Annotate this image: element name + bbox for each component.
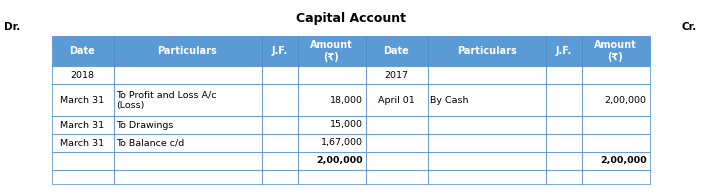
Text: Particulars: Particulars [456,46,517,56]
Text: J.F.: J.F. [271,46,287,56]
Bar [261,134,297,152]
Bar [428,170,545,184]
Text: Amount
(₹): Amount (₹) [310,40,353,62]
Bar [297,36,365,66]
Bar [582,116,650,134]
Bar [114,152,261,170]
Bar [51,84,114,116]
Bar [297,84,365,116]
Bar [114,116,261,134]
Text: 2,00,000: 2,00,000 [316,156,362,165]
Text: March 31: March 31 [60,95,104,104]
Text: Dr.: Dr. [4,22,20,32]
Bar [365,152,428,170]
Bar [545,36,582,66]
Text: Particulars: Particulars [158,46,217,56]
Bar [545,116,582,134]
Bar [365,66,428,84]
Bar [582,84,650,116]
Bar [545,134,582,152]
Bar [365,170,428,184]
Bar [51,152,114,170]
Bar [428,36,545,66]
Bar [428,66,545,84]
Bar [365,84,428,116]
Bar [545,152,582,170]
Text: To Balance c/d: To Balance c/d [116,139,185,148]
Bar [114,170,261,184]
Bar [297,152,365,170]
Text: March 31: March 31 [60,139,104,148]
Bar [51,36,114,66]
Text: Amount
(₹): Amount (₹) [594,40,637,62]
Bar [114,134,261,152]
Text: 2,00,000: 2,00,000 [604,95,646,104]
Bar [114,84,261,116]
Text: 15,000: 15,000 [329,121,362,130]
Bar [545,170,582,184]
Text: To Profit and Loss A/c
(Loss): To Profit and Loss A/c (Loss) [116,91,217,110]
Bar [51,134,114,152]
Bar [545,66,582,84]
Bar [261,84,297,116]
Bar [582,170,650,184]
Bar [582,66,650,84]
Bar [582,36,650,66]
Text: To Drawings: To Drawings [116,121,174,130]
Bar [428,152,545,170]
Bar [297,66,365,84]
Bar [261,116,297,134]
Text: Cr.: Cr. [682,22,697,32]
Bar [545,84,582,116]
Bar [428,134,545,152]
Bar [51,66,114,84]
Text: 18,000: 18,000 [329,95,362,104]
Bar [261,36,297,66]
Bar [297,116,365,134]
Text: By Cash: By Cash [430,95,469,104]
Text: 2017: 2017 [385,71,409,80]
Text: Date: Date [69,46,95,56]
Bar [261,170,297,184]
Bar [365,36,428,66]
Bar [297,170,365,184]
Bar [365,134,428,152]
Text: Date: Date [383,46,409,56]
Text: J.F.: J.F. [555,46,571,56]
Text: 2,00,000: 2,00,000 [600,156,646,165]
Text: Capital Account: Capital Account [296,12,405,25]
Bar [114,36,261,66]
Bar [365,116,428,134]
Bar [582,134,650,152]
Bar [51,116,114,134]
Text: April 01: April 01 [378,95,415,104]
Text: March 31: March 31 [60,121,104,130]
Text: 1,67,000: 1,67,000 [320,139,362,148]
Bar [297,134,365,152]
Bar [51,170,114,184]
Bar [428,84,545,116]
Text: 2018: 2018 [71,71,95,80]
Bar [428,116,545,134]
Bar [582,152,650,170]
Bar [261,152,297,170]
Bar [261,66,297,84]
Bar [114,66,261,84]
